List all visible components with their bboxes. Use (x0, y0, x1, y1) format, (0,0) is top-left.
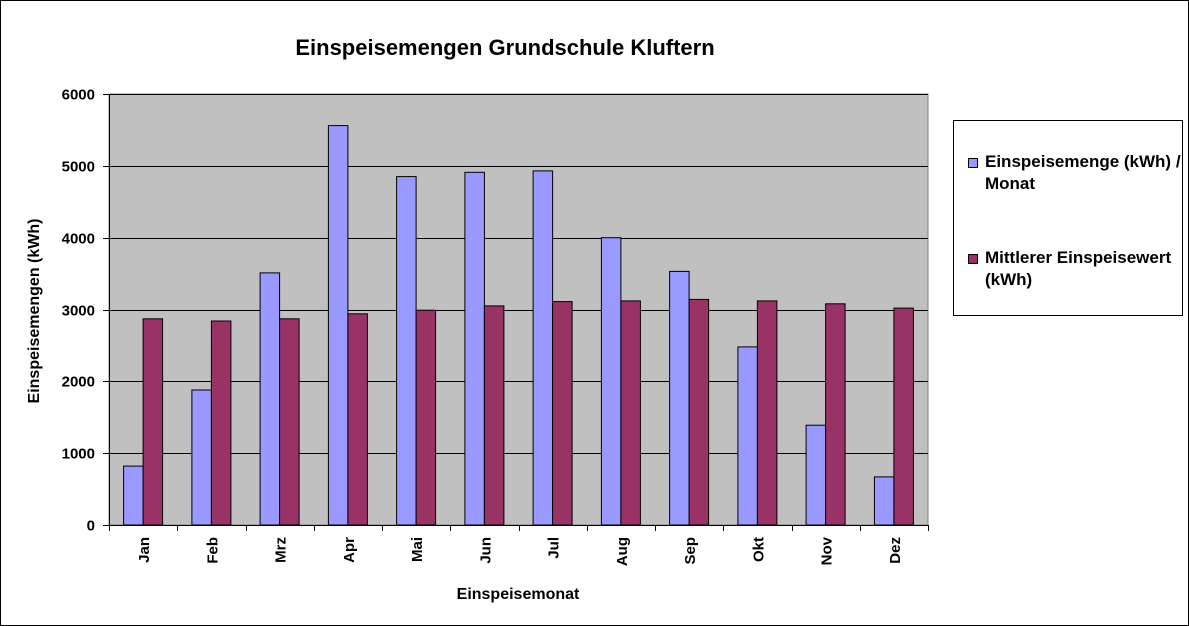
legend-label-einspeisemenge: Einspeisemenge (kWh) / Monat (985, 152, 1181, 193)
y-tick-label-1000: 1000 (62, 446, 95, 463)
bar-okt-einspeisemenge (737, 346, 758, 526)
bar-jan-einspeisemenge (123, 465, 144, 526)
x-tick-label-jun: Jun (477, 537, 494, 564)
bar-jun-einspeisemenge (464, 171, 485, 526)
x-tick-label-jul: Jul (546, 537, 563, 559)
chart-title: Einspeisemengen Grundschule Kluftern (295, 35, 714, 60)
x-tick-label-feb: Feb (204, 537, 221, 564)
bar-feb-einspeisemenge (191, 389, 212, 526)
bar-mai-mittlerer-einspeisewert (415, 309, 437, 526)
bar-aug-einspeisemenge (600, 237, 622, 526)
y-axis-label: Einspeisemengen (kWh) (26, 219, 43, 404)
x-tick-label-okt: Okt (750, 537, 767, 562)
bar-mai-einspeisemenge (396, 176, 417, 526)
x-tick-label-nov: Nov (819, 536, 836, 565)
x-tick-label-aug: Aug (614, 537, 631, 566)
y-tick-label-3000: 3000 (62, 303, 95, 320)
bar-jul-mittlerer-einspeisewert (552, 301, 573, 526)
x-tick-label-dez: Dez (887, 537, 904, 564)
bar-mrz-einspeisemenge (259, 272, 281, 526)
x-tick-label-sep: Sep (682, 537, 699, 565)
legend-label-mittlerer-einspeisewert: Mittlerer Einspeisewert (kWh) (985, 248, 1172, 289)
x-tick-label-mrz: Mrz (273, 537, 290, 563)
x-tick-label-jan: Jan (136, 537, 153, 563)
bar-nov-einspeisemenge (805, 424, 827, 526)
bar-dez-einspeisemenge (873, 476, 895, 526)
plot-background (108, 93, 929, 526)
y-tick-label-0: 0 (87, 518, 95, 535)
bar-dez-mittlerer-einspeisewert (893, 307, 914, 526)
legend-swatch-mittlerer-einspeisewert (968, 254, 978, 264)
bar-jun-mittlerer-einspeisewert (483, 305, 505, 526)
x-tick-label-apr: Apr (341, 537, 358, 563)
legend-swatch-einspeisemenge (968, 158, 978, 168)
bar-mrz-mittlerer-einspeisewert (279, 318, 300, 526)
x-tick-label-mai: Mai (409, 537, 426, 562)
y-tick-label-6000: 6000 (62, 87, 95, 104)
legend: Einspeisemenge (kWh) / Monat Mittlerer E… (953, 120, 1183, 316)
bar-nov-mittlerer-einspeisewert (825, 303, 846, 526)
y-tick-label-5000: 5000 (62, 159, 95, 176)
plot-area: 0 1000 2000 3000 4000 5000 6000 Jan Feb Mrz Apr Mai… (62, 87, 929, 566)
bar-aug-mittlerer-einspeisewert (620, 300, 641, 526)
bar-sep-mittlerer-einspeisewert (688, 298, 710, 526)
bar-jan-mittlerer-einspeisewert (142, 318, 164, 526)
y-tick-label-4000: 4000 (62, 231, 95, 248)
bar-okt-mittlerer-einspeisewert (756, 300, 778, 526)
y-tick-label-2000: 2000 (62, 374, 95, 391)
bar-apr-einspeisemenge (327, 125, 349, 526)
bar-apr-mittlerer-einspeisewert (347, 313, 368, 526)
bar-feb-mittlerer-einspeisewert (210, 320, 232, 526)
bar-sep-einspeisemenge (669, 270, 690, 526)
bar-jul-einspeisemenge (532, 170, 554, 526)
x-axis-label: Einspeisemonat (457, 586, 580, 603)
